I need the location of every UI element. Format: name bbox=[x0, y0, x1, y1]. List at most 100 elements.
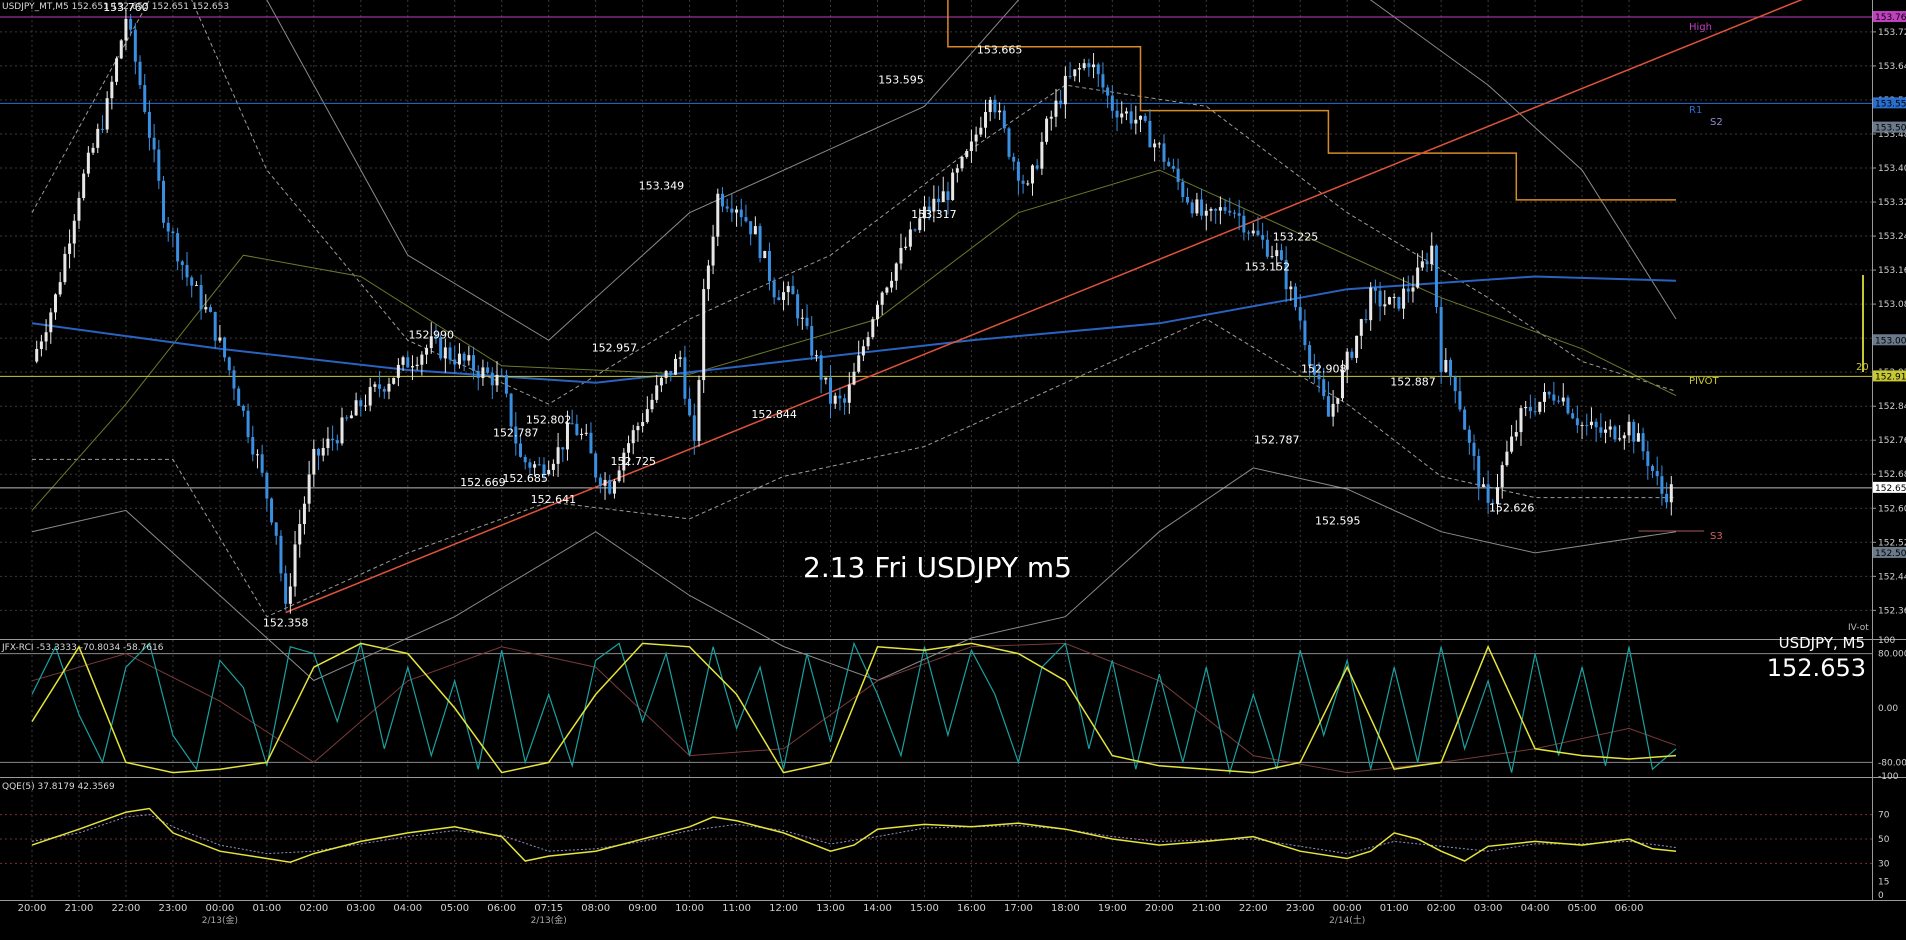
candle-body bbox=[439, 337, 443, 359]
candle-body bbox=[1336, 398, 1340, 404]
candle-body bbox=[1087, 63, 1091, 68]
candle-body bbox=[1247, 232, 1251, 234]
candle-body bbox=[739, 209, 743, 218]
price-annotation: 152.641 bbox=[531, 493, 577, 506]
candle-body bbox=[443, 347, 447, 359]
candle-body bbox=[1171, 166, 1175, 169]
candle-body bbox=[932, 198, 936, 212]
price-series bbox=[35, 8, 1673, 614]
candle-body bbox=[1599, 427, 1603, 433]
candle-body bbox=[1655, 471, 1659, 477]
candle-body bbox=[317, 448, 321, 456]
candle-body bbox=[1045, 118, 1049, 142]
candle-body bbox=[457, 353, 461, 365]
rci-tick-label: -100 bbox=[1878, 772, 1899, 782]
candle-body bbox=[1232, 212, 1236, 214]
candle-body bbox=[627, 443, 631, 453]
candle-body bbox=[53, 294, 57, 313]
candle-body bbox=[514, 426, 518, 444]
candle-body bbox=[509, 393, 513, 427]
candle-body bbox=[955, 168, 959, 173]
candle-body bbox=[810, 326, 814, 356]
qqe-tick-label: 30 bbox=[1878, 859, 1890, 869]
candle-body bbox=[969, 141, 973, 151]
candle-body bbox=[1228, 210, 1232, 213]
candle-body bbox=[1209, 208, 1213, 211]
time-tick-label: 02:00 bbox=[299, 903, 328, 914]
candle-body bbox=[918, 218, 922, 231]
candle-body bbox=[753, 226, 757, 235]
candle-body bbox=[1585, 425, 1589, 427]
candle-body bbox=[763, 250, 767, 259]
candle-body bbox=[819, 355, 823, 380]
candle-body bbox=[35, 348, 39, 362]
candle-body bbox=[401, 357, 405, 365]
time-tick-label: 04:00 bbox=[393, 903, 422, 914]
candle-body bbox=[1402, 288, 1406, 309]
candle-body bbox=[659, 377, 663, 386]
candle-body bbox=[758, 226, 762, 259]
price-tag-box bbox=[1873, 546, 1906, 558]
candle-body bbox=[1021, 180, 1025, 184]
candle-body bbox=[72, 220, 76, 244]
candle-body bbox=[1622, 435, 1626, 439]
candle-body bbox=[805, 317, 809, 327]
candle-body bbox=[288, 586, 292, 604]
candle-body bbox=[1547, 391, 1551, 395]
candle-body bbox=[1261, 235, 1265, 240]
candle-body bbox=[641, 422, 645, 427]
price-tick-label: 153.485 bbox=[1878, 130, 1906, 140]
candle-body bbox=[1176, 168, 1180, 182]
candle-body bbox=[960, 156, 964, 169]
candle-body bbox=[270, 498, 274, 523]
candle-body bbox=[702, 289, 706, 381]
candle-body bbox=[500, 374, 504, 376]
candle-body bbox=[1298, 307, 1302, 321]
candle-body bbox=[542, 464, 546, 475]
candle-body bbox=[425, 348, 429, 355]
price-tick-label: 153.325 bbox=[1878, 198, 1906, 208]
price-annotation: 152.787 bbox=[1254, 434, 1300, 447]
candle-body bbox=[894, 263, 898, 281]
candle-body bbox=[584, 432, 588, 434]
candle-body bbox=[838, 395, 842, 399]
level-label-s2: S2 bbox=[1710, 117, 1723, 128]
candle-body bbox=[312, 448, 316, 475]
candle-body bbox=[1317, 374, 1321, 380]
candle-body bbox=[904, 246, 908, 248]
candle-body bbox=[772, 281, 776, 298]
candle-body bbox=[908, 229, 912, 247]
candle-body bbox=[645, 409, 649, 423]
candle-body bbox=[486, 367, 490, 373]
candle-body bbox=[1355, 335, 1359, 358]
price-annotation: 152.725 bbox=[610, 455, 656, 468]
level-label-s3: S3 bbox=[1710, 531, 1723, 542]
candle-body bbox=[335, 440, 339, 444]
price-tag-label: 152.500 bbox=[1875, 549, 1906, 559]
candle-body bbox=[1373, 287, 1377, 291]
candle-body bbox=[420, 354, 424, 365]
candle-body bbox=[138, 61, 142, 86]
candle-body bbox=[472, 355, 476, 371]
candle-body bbox=[1162, 143, 1166, 162]
candle-body bbox=[246, 410, 250, 438]
candle-body bbox=[565, 423, 569, 450]
candle-body bbox=[1345, 351, 1349, 370]
candle-body bbox=[725, 206, 729, 209]
candle-body bbox=[1665, 493, 1669, 503]
candle-body bbox=[1496, 487, 1500, 504]
candle-body bbox=[951, 172, 955, 200]
candle-body bbox=[1322, 379, 1326, 397]
candle-body bbox=[363, 405, 367, 407]
candle-body bbox=[199, 285, 203, 310]
candle-body bbox=[965, 150, 969, 157]
price-annotation: 152.957 bbox=[592, 341, 638, 354]
candle-body bbox=[885, 287, 889, 293]
candle-body bbox=[1406, 288, 1410, 292]
candle-body bbox=[1059, 100, 1063, 105]
candle-body bbox=[1411, 287, 1415, 292]
candle-body bbox=[39, 341, 43, 349]
qqe-slow-line bbox=[31, 814, 1677, 855]
candle-body bbox=[1439, 306, 1443, 372]
